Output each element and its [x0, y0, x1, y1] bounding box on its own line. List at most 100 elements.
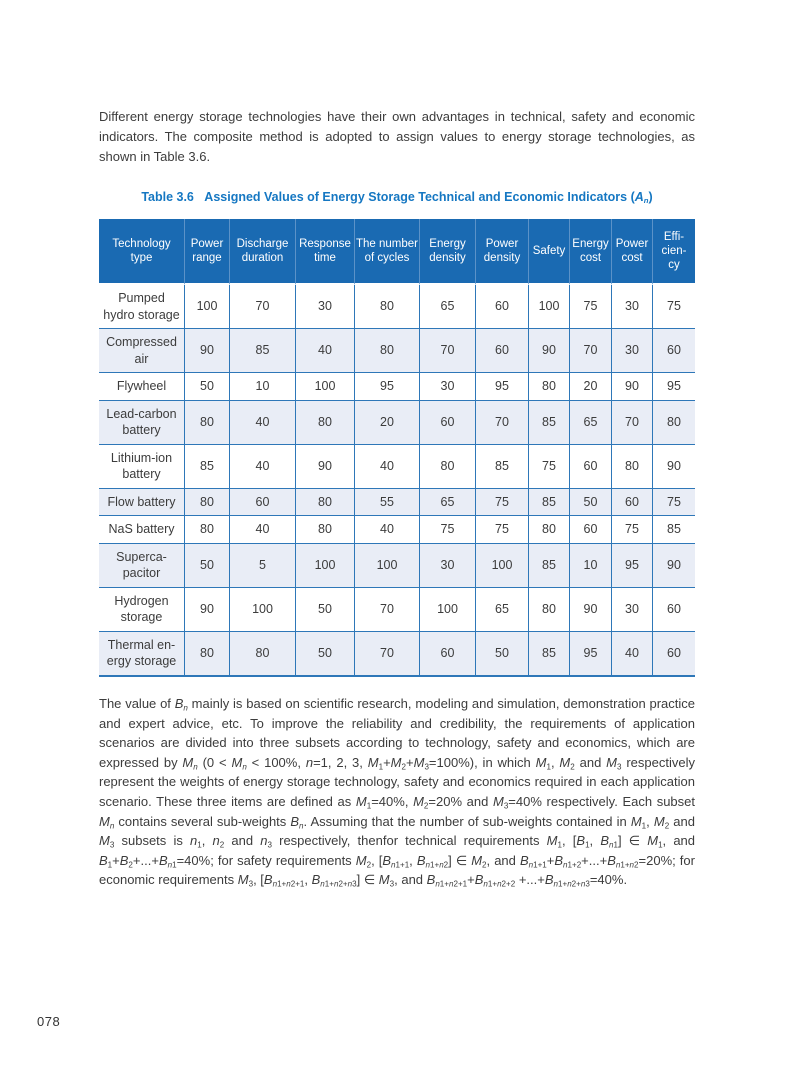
- value-cell: 80: [612, 444, 653, 489]
- value-cell: 50: [185, 373, 230, 401]
- value-cell: 80: [420, 444, 476, 489]
- column-header: Technology type: [99, 219, 185, 285]
- value-cell: 50: [476, 631, 529, 675]
- column-header: Power cost: [612, 219, 653, 285]
- value-cell: 85: [529, 488, 570, 516]
- table-body: Pumped hydro storage 100 70 30 80 65 60 100 75 30 7…: [99, 285, 695, 675]
- value-cell: 90: [296, 444, 355, 489]
- column-header: Discharge duration: [230, 219, 296, 285]
- value-cell: 60: [420, 400, 476, 445]
- value-cell: 60: [653, 329, 695, 373]
- value-cell: 90: [529, 329, 570, 373]
- column-header: Effi-cien-cy: [653, 219, 695, 285]
- value-cell: 65: [570, 400, 612, 445]
- value-cell: 50: [185, 543, 230, 588]
- value-cell: 60: [653, 588, 695, 632]
- value-cell: 75: [476, 488, 529, 516]
- technology-name: Lithium-ion battery: [99, 444, 185, 489]
- page-number: 078: [37, 1014, 61, 1029]
- value-cell: 80: [230, 631, 296, 675]
- value-cell: 85: [653, 516, 695, 544]
- value-cell: 80: [653, 401, 695, 445]
- value-cell: 60: [420, 631, 476, 675]
- intro-paragraph: Different energy storage technologies ha…: [99, 109, 695, 165]
- value-cell: 40: [296, 329, 355, 373]
- column-header: Power density: [476, 219, 529, 285]
- value-cell: 40: [355, 444, 420, 489]
- technology-name: Thermal en-ergy storage: [99, 631, 185, 675]
- value-cell: 80: [185, 516, 230, 544]
- value-cell: 50: [570, 488, 612, 516]
- technology-name: Hydrogen storage: [99, 587, 185, 632]
- value-cell: 85: [529, 543, 570, 588]
- value-cell: 75: [653, 285, 695, 329]
- value-cell: 60: [476, 329, 529, 373]
- value-cell: 80: [296, 516, 355, 544]
- value-cell: 85: [529, 400, 570, 445]
- value-cell: 90: [185, 587, 230, 632]
- value-cell: 40: [230, 400, 296, 445]
- value-cell: 40: [355, 516, 420, 544]
- value-cell: 30: [612, 285, 653, 329]
- value-cell: 80: [529, 587, 570, 632]
- header-row: Technology type Power range Discharge dura…: [99, 219, 695, 285]
- value-cell: 85: [476, 444, 529, 489]
- value-cell: 30: [420, 543, 476, 588]
- table-row: Flow battery 80 60 80 55 65 75 85 50 60 75: [99, 488, 695, 516]
- technology-name: Superca-pacitor: [99, 543, 185, 588]
- table-row: Lead-carbon battery 80 40 80 20 60 70 85 65 70 80: [99, 400, 695, 445]
- value-cell: 10: [570, 543, 612, 588]
- indicators-table: Technology type Power range Discharge dura…: [99, 219, 695, 677]
- table-row: Flywheel 50 10 100 95 30 95 80 20 90 95: [99, 373, 695, 401]
- value-cell: 50: [296, 631, 355, 675]
- value-cell: 100: [296, 543, 355, 588]
- value-cell: 55: [355, 488, 420, 516]
- value-cell: 100: [355, 543, 420, 588]
- value-cell: 80: [185, 631, 230, 675]
- table-row: Pumped hydro storage 100 70 30 80 65 60 100 75 30 7…: [99, 285, 695, 329]
- value-cell: 50: [296, 587, 355, 632]
- table-header: Technology type Power range Discharge dura…: [99, 219, 695, 285]
- column-header: Response time: [296, 219, 355, 285]
- value-cell: 60: [612, 488, 653, 516]
- technology-name: Lead-carbon battery: [99, 400, 185, 445]
- technology-name: Compressed air: [99, 329, 185, 373]
- value-cell: 65: [420, 488, 476, 516]
- value-cell: 60: [476, 285, 529, 329]
- value-cell: 75: [570, 285, 612, 329]
- value-cell: 40: [230, 444, 296, 489]
- value-cell: 40: [612, 631, 653, 675]
- table-row: Hydrogen storage 90 100 50 70 100 65 80 90 30 60: [99, 587, 695, 632]
- value-cell: 40: [230, 516, 296, 544]
- value-cell: 30: [612, 587, 653, 632]
- value-cell: 80: [529, 516, 570, 544]
- value-cell: 95: [570, 631, 612, 675]
- value-cell: 85: [529, 631, 570, 675]
- technology-name: Flywheel: [99, 373, 185, 401]
- value-cell: 95: [612, 543, 653, 588]
- column-header: Safety: [529, 219, 570, 285]
- value-cell: 80: [355, 329, 420, 373]
- technology-name: Pumped hydro storage: [99, 285, 185, 329]
- value-cell: 70: [355, 631, 420, 675]
- value-cell: 100: [420, 587, 476, 632]
- value-cell: 90: [570, 587, 612, 632]
- table-row: Superca-pacitor 50 5 100 100 30 100 85 10 95 90: [99, 543, 695, 588]
- closing-paragraph: The value of Bn mainly is based on scien…: [99, 696, 696, 889]
- value-cell: 95: [653, 373, 695, 401]
- value-cell: 75: [476, 516, 529, 544]
- value-cell: 70: [420, 329, 476, 373]
- value-cell: 100: [185, 285, 230, 329]
- value-cell: 85: [230, 329, 296, 373]
- value-cell: 80: [529, 373, 570, 401]
- value-cell: 70: [612, 400, 653, 445]
- value-cell: 100: [296, 373, 355, 401]
- value-cell: 30: [612, 329, 653, 373]
- value-cell: 65: [476, 587, 529, 632]
- value-cell: 80: [355, 285, 420, 329]
- table-row: Compressed air 90 85 40 80 70 60 90 70 30 60: [99, 329, 695, 373]
- value-cell: 10: [230, 373, 296, 401]
- value-cell: 80: [185, 400, 230, 445]
- value-cell: 100: [476, 543, 529, 588]
